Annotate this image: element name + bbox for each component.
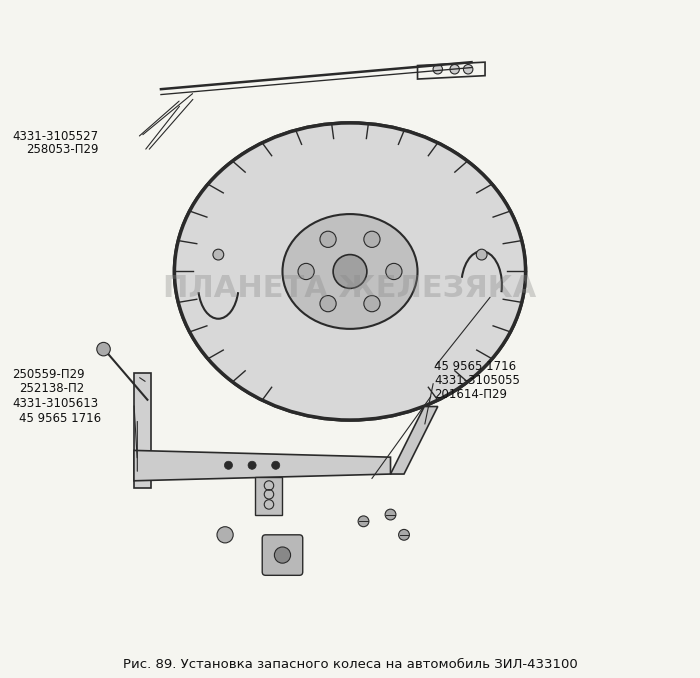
Circle shape [333,255,367,288]
Ellipse shape [283,214,417,329]
Text: 250559-П29: 250559-П29 [13,368,85,381]
Circle shape [298,263,314,279]
Text: 4331-3105527: 4331-3105527 [13,130,99,143]
Circle shape [320,296,336,312]
Text: 4331-3105613: 4331-3105613 [13,397,99,410]
Circle shape [217,527,233,543]
Circle shape [320,231,336,247]
Circle shape [97,342,111,356]
Text: ПЛАНЕТА ЖЕЛЕЗЯКА: ПЛАНЕТА ЖЕЛЕЗЯКА [163,274,537,303]
Circle shape [433,64,442,74]
Circle shape [364,296,380,312]
FancyBboxPatch shape [262,535,302,576]
Text: 45 9565 1716: 45 9565 1716 [19,412,102,424]
Circle shape [274,547,290,563]
Circle shape [213,250,224,260]
Circle shape [358,516,369,527]
Text: 4331-3105055: 4331-3105055 [435,374,520,387]
Circle shape [398,530,409,540]
Circle shape [450,64,459,74]
Text: 252138-П2: 252138-П2 [19,382,85,395]
Circle shape [225,461,232,469]
Circle shape [463,64,473,74]
Circle shape [476,250,487,260]
Circle shape [385,509,396,520]
Polygon shape [391,407,438,474]
Circle shape [364,231,380,247]
Text: 258053-П29: 258053-П29 [26,144,99,157]
Ellipse shape [174,123,526,420]
Circle shape [272,461,280,469]
Text: 45 9565 1716: 45 9565 1716 [435,359,517,372]
Polygon shape [256,477,283,515]
Text: 201614-П29: 201614-П29 [435,388,508,401]
Text: Рис. 89. Установка запасного колеса на автомобиль ЗИЛ-433100: Рис. 89. Установка запасного колеса на а… [122,658,577,671]
Circle shape [386,263,402,279]
Polygon shape [134,373,150,487]
Polygon shape [134,450,391,481]
Circle shape [248,461,256,469]
